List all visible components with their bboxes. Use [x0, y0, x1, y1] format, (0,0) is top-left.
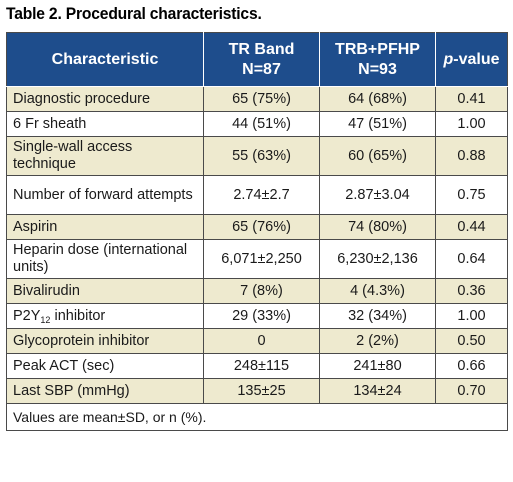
row-label: Bivalirudin [6, 278, 204, 304]
label-subscript: 12 [40, 314, 51, 325]
p-value: 0.88 [435, 136, 508, 176]
trb-pfhp-value: 32 (34%) [319, 303, 436, 329]
trb-pfhp-value: 60 (65%) [319, 136, 436, 176]
row-label: Aspirin [6, 214, 204, 240]
p-value: 0.75 [435, 175, 508, 215]
trb-pfhp-value: 74 (80%) [319, 214, 436, 240]
header-tr-band-n: N=87 [242, 60, 281, 78]
row-label: Last SBP (mmHg) [6, 378, 204, 404]
table-row: Peak ACT (sec) 248±115 241±80 0.66 [6, 353, 508, 379]
footnote-row: Values are mean±SD, or n (%). [6, 403, 508, 431]
trb-pfhp-value: 64 (68%) [319, 86, 436, 112]
table-row: Number of forward attempts 2.74±2.7 2.87… [6, 175, 508, 215]
table-row: Glycoprotein inhibitor 0 2 (2%) 0.50 [6, 328, 508, 354]
p-value: 1.00 [435, 303, 508, 329]
header-trb-pfhp-name: TRB+PFHP [335, 40, 420, 58]
p-value: 1.00 [435, 111, 508, 137]
table-row: Bivalirudin 7 (8%) 4 (4.3%) 0.36 [6, 278, 508, 304]
row-label: Heparin dose (international units) [6, 239, 204, 279]
p-value: 0.44 [435, 214, 508, 240]
table-row: Single-wall access technique 55 (63%) 60… [6, 136, 508, 176]
label-main: P2Y [13, 307, 41, 324]
row-label: Single-wall access technique [6, 136, 204, 176]
trb-pfhp-value: 241±80 [319, 353, 436, 379]
tr-band-value: 65 (76%) [203, 214, 320, 240]
label-rest: inhibitor [50, 307, 106, 324]
p-value: 0.36 [435, 278, 508, 304]
table-row: P2Y12 inhibitor 29 (33%) 32 (34%) 1.00 [6, 303, 508, 329]
p-value: 0.64 [435, 239, 508, 279]
row-label: Peak ACT (sec) [6, 353, 204, 379]
header-tr-band-name: TR Band [228, 40, 295, 58]
header-characteristic: Characteristic [6, 32, 204, 87]
trb-pfhp-value: 47 (51%) [319, 111, 436, 137]
tr-band-value: 55 (63%) [203, 136, 320, 176]
header-trb-pfhp-n: N=93 [358, 60, 397, 78]
tr-band-value: 0 [203, 328, 320, 354]
row-label: Diagnostic procedure [6, 86, 204, 112]
row-label: Glycoprotein inhibitor [6, 328, 204, 354]
table-row: 6 Fr sheath 44 (51%) 47 (51%) 1.00 [6, 111, 508, 137]
tr-band-value: 44 (51%) [203, 111, 320, 137]
tr-band-value: 7 (8%) [203, 278, 320, 304]
p-value: 0.50 [435, 328, 508, 354]
tr-band-value: 65 (75%) [203, 86, 320, 112]
header-p-value: p-value [435, 32, 508, 87]
tr-band-value: 135±25 [203, 378, 320, 404]
header-row: Characteristic TR Band N=87 TRB+PFHP N=9… [6, 32, 508, 87]
table-row: Aspirin 65 (76%) 74 (80%) 0.44 [6, 214, 508, 240]
row-label: 6 Fr sheath [6, 111, 204, 137]
table-row: Heparin dose (international units) 6,071… [6, 239, 508, 279]
tr-band-value: 248±115 [203, 353, 320, 379]
trb-pfhp-value: 6,230±2,136 [319, 239, 436, 279]
header-trb-pfhp: TRB+PFHP N=93 [319, 32, 436, 87]
tr-band-value: 29 (33%) [203, 303, 320, 329]
row-label: Number of forward attempts [6, 175, 204, 215]
trb-pfhp-value: 2.87±3.04 [319, 175, 436, 215]
p-value: 0.66 [435, 353, 508, 379]
procedural-characteristics-table: Characteristic TR Band N=87 TRB+PFHP N=9… [6, 32, 508, 431]
row-label: P2Y12 inhibitor [6, 303, 204, 329]
table-title: Table 2. Procedural characteristics. [6, 4, 262, 23]
table-row: Last SBP (mmHg) 135±25 134±24 0.70 [6, 378, 508, 404]
footnote: Values are mean±SD, or n (%). [6, 403, 508, 431]
trb-pfhp-value: 2 (2%) [319, 328, 436, 354]
p-value: 0.70 [435, 378, 508, 404]
tr-band-value: 6,071±2,250 [203, 239, 320, 279]
trb-pfhp-value: 4 (4.3%) [319, 278, 436, 304]
table-row: Diagnostic procedure 65 (75%) 64 (68%) 0… [6, 86, 508, 112]
trb-pfhp-value: 134±24 [319, 378, 436, 404]
p-value: 0.41 [435, 86, 508, 112]
header-tr-band: TR Band N=87 [203, 32, 320, 87]
tr-band-value: 2.74±2.7 [203, 175, 320, 215]
